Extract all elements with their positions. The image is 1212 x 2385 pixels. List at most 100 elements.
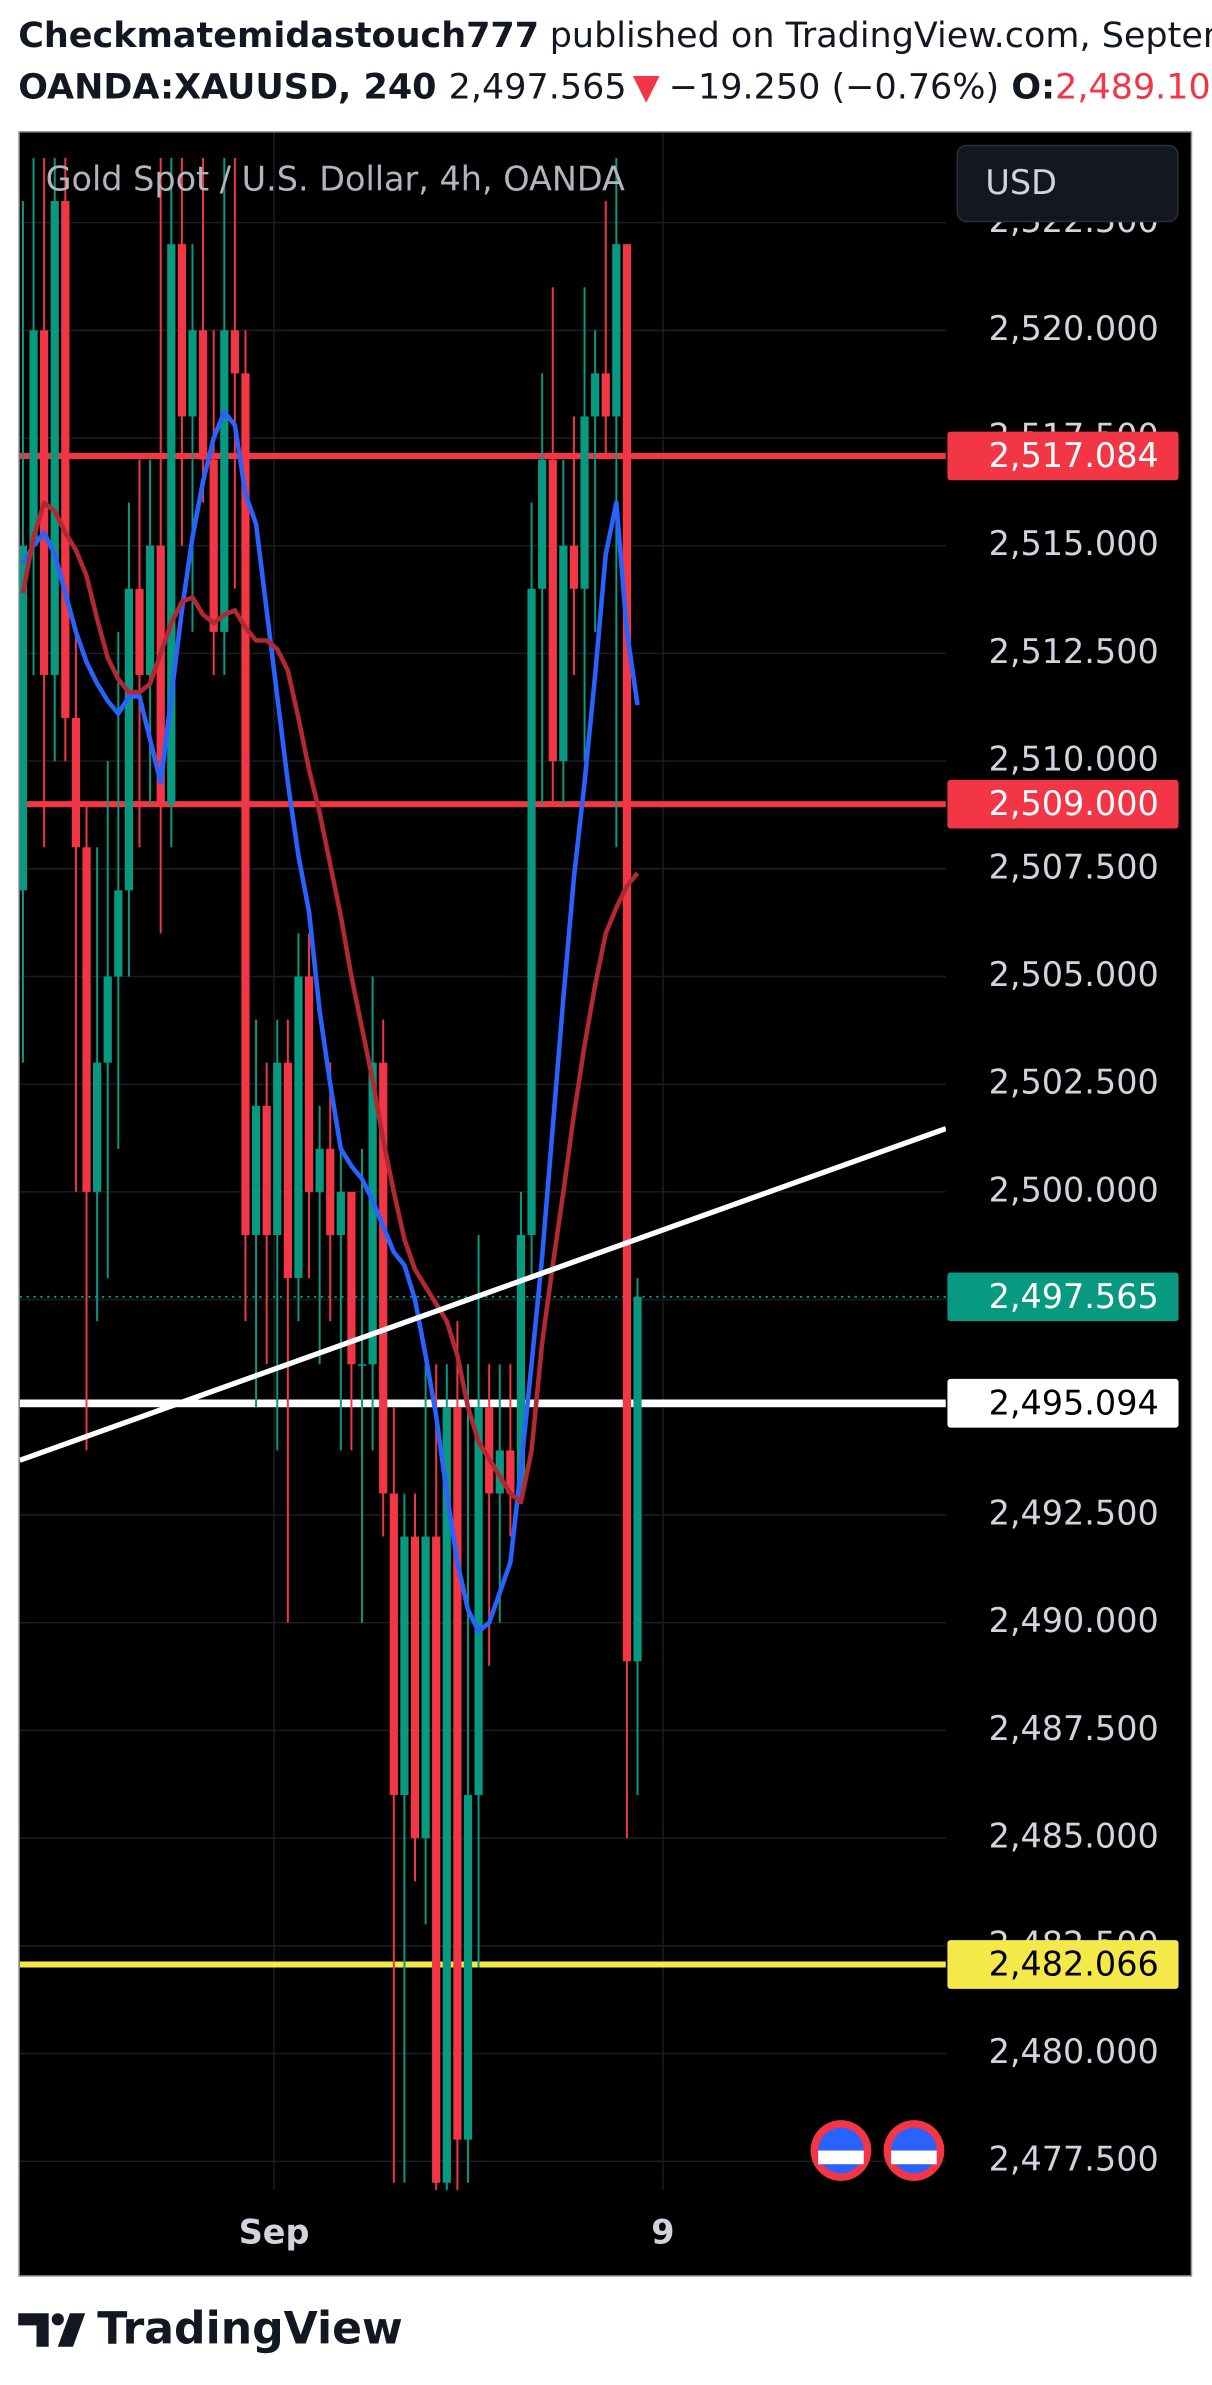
candle-body [527, 588, 536, 1235]
published: published on TradingView.com, September [550, 16, 1212, 56]
candle-body [506, 1450, 515, 1494]
change: −19.250 (−0.76%) [669, 67, 999, 107]
candle-body [209, 459, 218, 632]
logo-dot [51, 2313, 64, 2326]
header-line-1: Checkmatemidastouch777 published on Tradi… [18, 16, 1212, 56]
candle-body [114, 890, 123, 977]
footer-brand: TradingView [97, 2304, 402, 2355]
candle-body [177, 244, 186, 417]
y-tick-label: 2,502.500 [989, 1063, 1159, 1102]
candle-body [591, 373, 600, 417]
chart-title: Gold Spot / U.S. Dollar, 4h, OANDA [46, 160, 625, 199]
change-arrow: ▼ [633, 67, 660, 107]
candle-body [432, 1536, 441, 2183]
candle-body [304, 976, 314, 1192]
candle-body [294, 976, 303, 1279]
candle-body [230, 330, 239, 374]
candle-body [453, 1407, 462, 2140]
moving-average [20, 500, 640, 1505]
candle-body [474, 1407, 483, 1796]
logo-mark [18, 2313, 86, 2347]
candle-body [145, 545, 155, 675]
candle-body [50, 201, 59, 675]
flag-stripe [818, 2150, 864, 2165]
y-tick-label: 2,515.000 [989, 524, 1159, 563]
candle-body [612, 244, 621, 417]
flag-stripe [891, 2150, 937, 2165]
candle-body [601, 373, 610, 417]
last-price-label: 2,497.565 [989, 1277, 1159, 1316]
candle-body [347, 1191, 356, 1365]
y-tick-label: 2,505.000 [989, 955, 1159, 994]
y-tick-label: 2,500.000 [989, 1170, 1159, 1209]
level-label: 2,495.094 [989, 1383, 1159, 1422]
candle-body [93, 1062, 102, 1192]
candle-body [283, 1062, 292, 1279]
level-label: 2,517.084 [989, 436, 1159, 475]
candle-body [29, 330, 38, 546]
candle-body [559, 545, 568, 762]
y-tick-label: 2,485.000 [989, 1817, 1159, 1856]
y-tick-label: 2,520.000 [989, 309, 1159, 348]
candle-body [156, 545, 165, 805]
y-tick-label: 2,477.500 [989, 2140, 1159, 2179]
level-box [947, 431, 1179, 481]
candle-body [485, 1407, 494, 1494]
candle-body [241, 373, 250, 1235]
candle-body [315, 1148, 324, 1192]
candle-body [516, 1234, 526, 1494]
candle-body [82, 847, 91, 1192]
event-icons [810, 2120, 945, 2181]
x-tick-label: Sep [239, 2213, 310, 2252]
candle-body [167, 244, 176, 805]
header-line-2: OANDA:XAUUSD, 240 2,497.565 ▼ −19.250 (−0.7… [18, 67, 1212, 107]
candle-body [61, 201, 70, 719]
candle-body [379, 1062, 388, 1494]
symbol: OANDA:XAUUSD, 240 [18, 67, 436, 107]
currency[interactable]: USD [985, 163, 1056, 202]
candle-body [336, 1191, 345, 1235]
candle-body [421, 1536, 430, 1839]
currency-button[interactable] [956, 144, 1179, 223]
level-box [947, 1940, 1179, 1989]
open-value: 2,489.105 [1055, 67, 1212, 107]
trendline [19, 1126, 946, 1463]
candle-body [357, 1364, 367, 1366]
candle-body [580, 416, 589, 589]
last-price-box [947, 1272, 1179, 1322]
footer-logo [18, 2313, 86, 2347]
candle-body [400, 1536, 409, 1796]
candle-body [135, 588, 144, 675]
y-tick-label: 2,490.000 [989, 1601, 1159, 1640]
candle-body [188, 330, 197, 417]
candle-body [198, 330, 208, 460]
candle-body [389, 1493, 398, 1796]
candle-body [19, 545, 28, 891]
candle-body [622, 244, 632, 1662]
last-price: 2,497.565 [449, 67, 627, 107]
y-tick-label: 2,480.000 [989, 2032, 1159, 2071]
level-box [947, 779, 1179, 829]
author: Checkmatemidastouch777 [18, 16, 539, 56]
y-tick-label: 2,492.500 [989, 1494, 1159, 1533]
candle-body [103, 976, 112, 1063]
level-label: 2,509.000 [989, 784, 1159, 823]
candle-body [633, 1296, 642, 1662]
y-tick-label: 2,512.500 [989, 632, 1159, 671]
candle-body [326, 1148, 335, 1235]
price-axis: 2,477.5002,480.0002,482.5002,485.0002,48… [239, 201, 1179, 2252]
y-tick-label: 2,487.500 [989, 1709, 1159, 1748]
level-box [947, 1378, 1179, 1428]
moving-average [21, 409, 640, 1634]
candle-body [463, 1795, 473, 2140]
candle-body [442, 1407, 451, 2183]
candle-body [220, 330, 229, 632]
candle-body [251, 1105, 261, 1235]
x-tick-label: 9 [651, 2213, 674, 2252]
candle-body [548, 459, 557, 762]
candle-body [71, 718, 81, 848]
candle-body [538, 459, 547, 589]
y-tick-label: 2,510.000 [989, 740, 1159, 779]
